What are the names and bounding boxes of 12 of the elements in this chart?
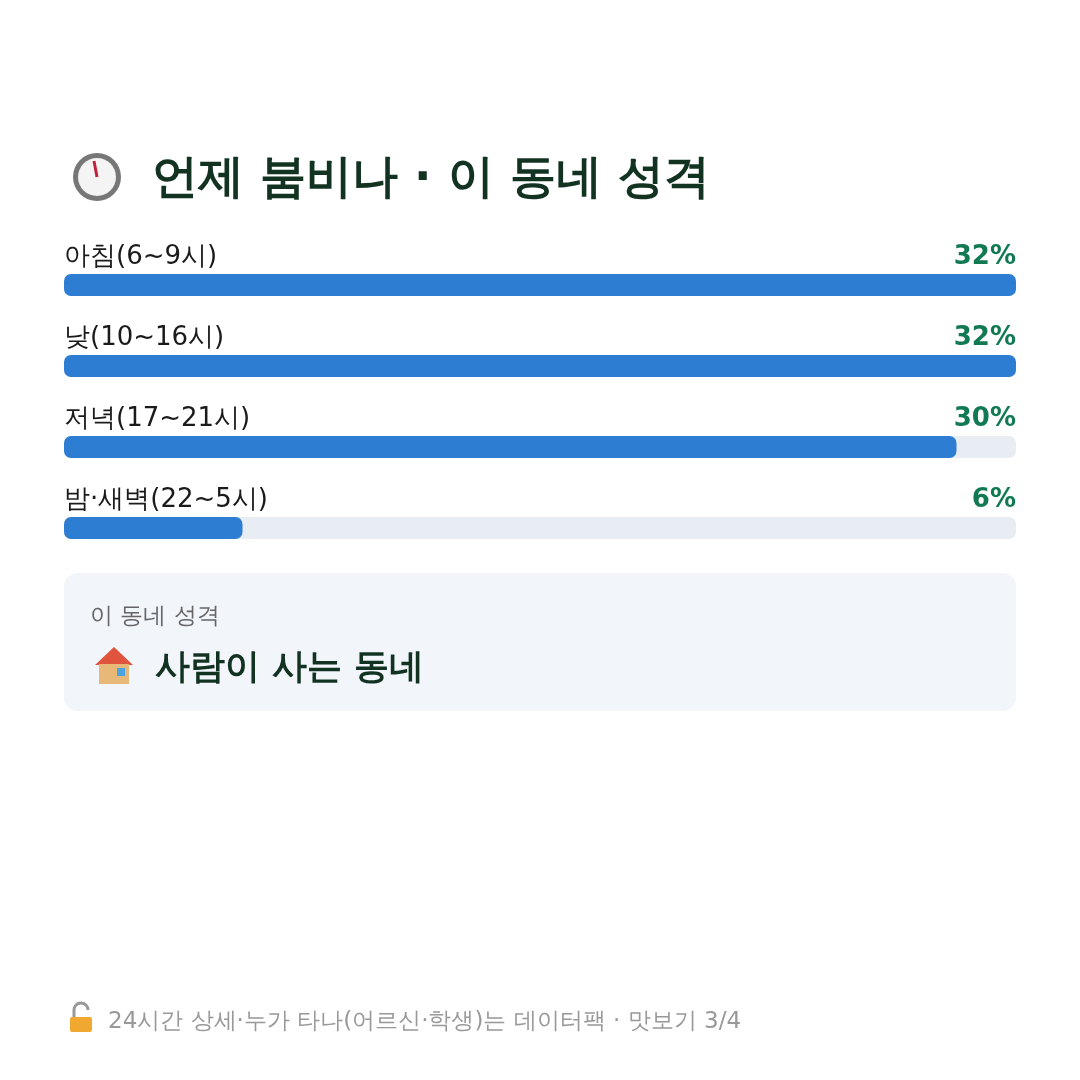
y-tick-label: 아침(6~9시)	[64, 240, 218, 270]
y-tick-label: 낮(10~16시)	[64, 321, 225, 351]
text: 이 동네 성격	[90, 602, 220, 628]
text: 사람이 사는 동네	[155, 646, 425, 686]
data-label: 30%	[953, 402, 1016, 432]
y-tick-label: 밤·새벽(22~5시)	[64, 483, 268, 513]
data-label: 32%	[953, 321, 1016, 351]
y-tick-label: 저녁(17~21시)	[64, 402, 251, 432]
data-label: 32%	[953, 240, 1016, 270]
text: 24시간 상세·누가 타나(어르신·학생)는 데이터팩 · 맛보기 3/4	[108, 1007, 742, 1033]
chart-title: 언제 붐비나 · 이 동네 성격	[152, 149, 710, 203]
data-label: 6%	[971, 483, 1016, 513]
